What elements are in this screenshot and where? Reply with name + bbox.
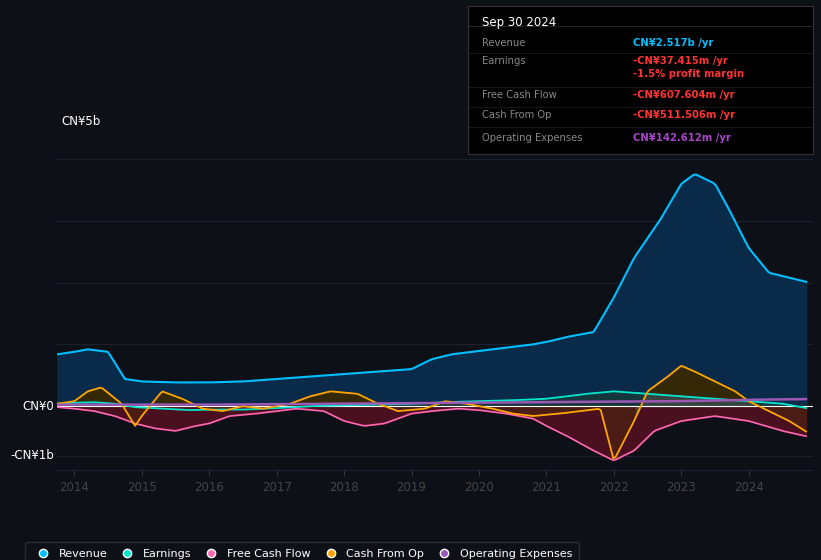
Text: Revenue: Revenue	[482, 38, 525, 48]
Text: -CN¥607.604m /yr: -CN¥607.604m /yr	[634, 90, 735, 100]
Legend: Revenue, Earnings, Free Cash Flow, Cash From Op, Operating Expenses: Revenue, Earnings, Free Cash Flow, Cash …	[25, 542, 579, 560]
Text: -CN¥1b: -CN¥1b	[10, 449, 53, 462]
Text: Sep 30 2024: Sep 30 2024	[482, 16, 556, 29]
Text: Cash From Op: Cash From Op	[482, 110, 551, 120]
Text: CN¥2.517b /yr: CN¥2.517b /yr	[634, 38, 713, 48]
Text: -CN¥511.506m /yr: -CN¥511.506m /yr	[634, 110, 736, 120]
Text: CN¥5b: CN¥5b	[62, 115, 100, 128]
Text: Operating Expenses: Operating Expenses	[482, 133, 582, 143]
Text: -CN¥37.415m /yr: -CN¥37.415m /yr	[634, 55, 728, 66]
Text: -1.5% profit margin: -1.5% profit margin	[634, 69, 745, 79]
Text: Free Cash Flow: Free Cash Flow	[482, 90, 557, 100]
Text: CN¥0: CN¥0	[22, 400, 53, 413]
Text: CN¥142.612m /yr: CN¥142.612m /yr	[634, 133, 732, 143]
Text: Earnings: Earnings	[482, 55, 525, 66]
